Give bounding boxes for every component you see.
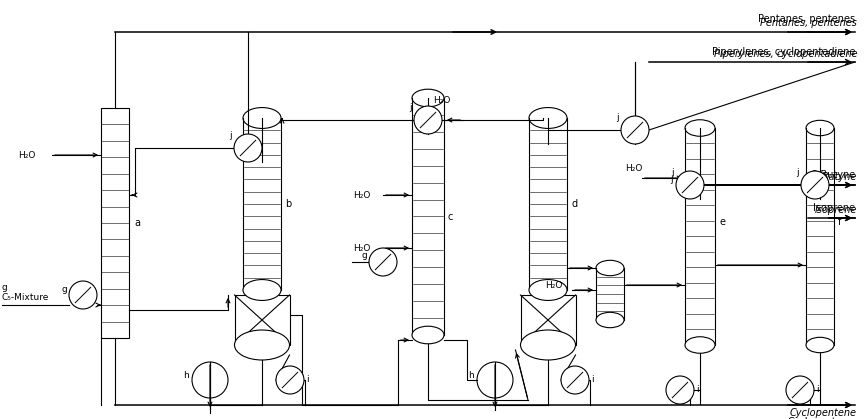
Circle shape [676, 171, 704, 199]
Text: Pentanes, pentenes: Pentanes, pentenes [758, 14, 855, 24]
Text: j: j [671, 168, 674, 177]
Text: e: e [719, 217, 725, 227]
Text: c: c [448, 212, 453, 222]
Circle shape [414, 106, 442, 134]
Text: i: i [591, 375, 593, 385]
Text: i: i [696, 385, 699, 395]
Text: Piperylenes, cyclopentadiene: Piperylenes, cyclopentadiene [712, 47, 855, 57]
Text: C₅-Mixture: C₅-Mixture [2, 293, 49, 303]
Text: g: g [362, 251, 367, 261]
Circle shape [69, 281, 97, 309]
Text: i: i [816, 385, 818, 395]
Text: 2-Butyne: 2-Butyne [811, 170, 855, 180]
Circle shape [666, 376, 694, 404]
Text: H₂O: H₂O [625, 163, 643, 173]
Ellipse shape [412, 326, 444, 344]
Circle shape [801, 171, 829, 199]
Text: Cyclopentene: Cyclopentene [790, 408, 857, 418]
Ellipse shape [685, 337, 715, 353]
Text: j: j [797, 168, 799, 177]
Text: Isoprene: Isoprene [815, 205, 857, 215]
Text: Piperylenes, cyclopentadiene: Piperylenes, cyclopentadiene [714, 49, 857, 59]
Circle shape [369, 248, 397, 276]
Text: H₂O: H₂O [353, 191, 370, 199]
Text: h: h [183, 370, 189, 380]
Text: Pentanes, pentenes: Pentanes, pentenes [760, 18, 857, 28]
Ellipse shape [806, 337, 834, 353]
Text: H₂O: H₂O [18, 150, 35, 160]
Text: j: j [670, 174, 673, 184]
Ellipse shape [243, 279, 281, 300]
Text: Isoprene: Isoprene [813, 203, 855, 213]
Text: j: j [229, 131, 232, 140]
Text: b: b [285, 199, 292, 209]
Ellipse shape [529, 279, 567, 300]
Text: f: f [838, 217, 842, 227]
Text: H₂O: H₂O [433, 96, 451, 104]
Text: h: h [468, 370, 474, 380]
Text: a: a [134, 218, 140, 228]
Text: H₂O: H₂O [545, 280, 562, 290]
Text: g: g [61, 285, 67, 293]
Text: j: j [617, 113, 619, 122]
Text: H₂O: H₂O [353, 243, 370, 253]
Ellipse shape [596, 312, 624, 328]
Ellipse shape [234, 330, 290, 360]
Text: i: i [306, 375, 309, 385]
Text: d: d [571, 199, 577, 209]
Text: g: g [2, 284, 8, 292]
Circle shape [621, 116, 649, 144]
Text: Cyclopentene: Cyclopentene [788, 417, 855, 419]
Text: 2-Butyne: 2-Butyne [812, 172, 857, 182]
Circle shape [276, 366, 304, 394]
Circle shape [786, 376, 814, 404]
Text: j: j [409, 103, 412, 112]
Circle shape [561, 366, 589, 394]
Circle shape [234, 134, 262, 162]
Ellipse shape [521, 330, 575, 360]
